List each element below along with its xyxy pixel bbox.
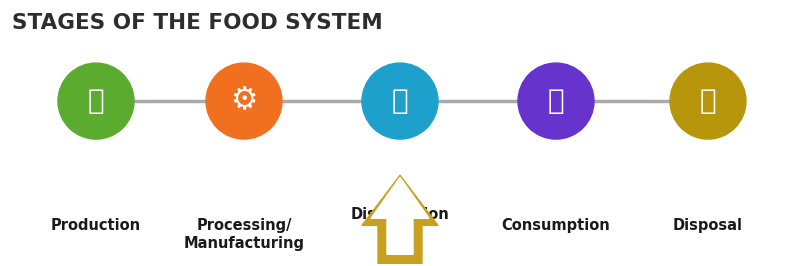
Circle shape: [670, 63, 746, 139]
Circle shape: [206, 63, 282, 139]
Text: 🌾: 🌾: [88, 87, 104, 115]
Text: Processing/
Manufacturing: Processing/ Manufacturing: [183, 218, 305, 251]
Circle shape: [518, 63, 594, 139]
Text: 🗑: 🗑: [700, 87, 716, 115]
Circle shape: [362, 63, 438, 139]
Text: Disposal: Disposal: [673, 218, 743, 233]
Polygon shape: [371, 177, 429, 254]
Text: Production: Production: [51, 218, 141, 233]
Circle shape: [58, 63, 134, 139]
Text: Consumption: Consumption: [502, 218, 610, 233]
Text: ⚙: ⚙: [230, 86, 258, 116]
Text: 🚚: 🚚: [392, 87, 408, 115]
Text: Distribution: Distribution: [350, 207, 450, 222]
Text: STAGES OF THE FOOD SYSTEM: STAGES OF THE FOOD SYSTEM: [12, 13, 382, 33]
Polygon shape: [362, 175, 438, 263]
Text: 🍽: 🍽: [548, 87, 564, 115]
